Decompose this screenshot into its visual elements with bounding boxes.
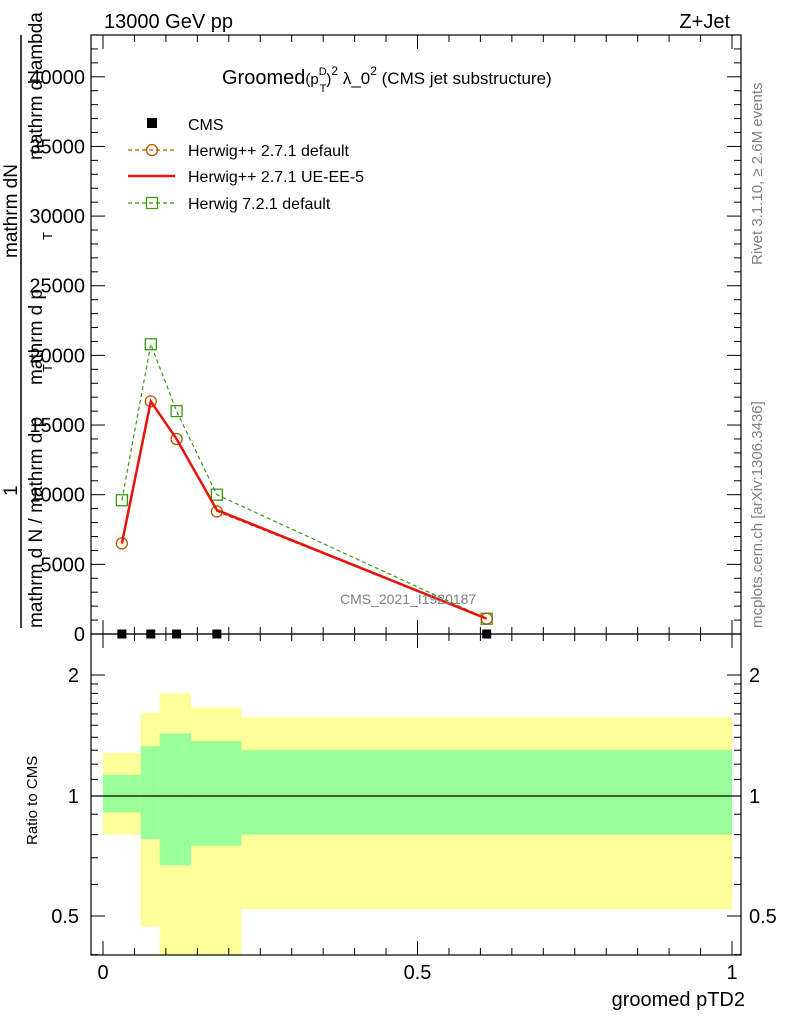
x-tick-label: 0.5: [404, 962, 432, 984]
x-tick-label: 1: [726, 962, 737, 984]
legend-marker-herwig-default: [145, 143, 159, 157]
ratio-y-tick-label: 1: [68, 786, 79, 808]
point-herwig-default-4: [480, 612, 493, 625]
ratio-band-inner-bin-4: [241, 750, 732, 835]
main-y-axis-label: mathrm dN mathrm d lambda mathrm d p T 1…: [1, 12, 55, 628]
legend-label-herwig-ueee5: Herwig++ 2.7.1 UE-EE-5: [188, 169, 364, 186]
series-line-3: [121, 342, 487, 620]
main-axis-ticks: 0 5000 10000 15000 20000 25000 30000 35000 40000: [29, 34, 741, 646]
main-y-tick-label: 10000: [29, 485, 85, 507]
main-y-tick-label: 20000: [29, 345, 85, 367]
point-herwig-default-2: [170, 432, 183, 446]
legend-marker-herwig7: [145, 196, 159, 210]
main-y-tick-label: 25000: [29, 276, 85, 298]
main-y-tick-label: 5000: [41, 554, 86, 576]
main-series: [115, 338, 493, 639]
main-y-tick-label: 15000: [29, 415, 85, 437]
ylabel-sub-t2: T: [40, 364, 55, 372]
legend-label-herwig7: Herwig 7.2.1 default: [188, 196, 331, 213]
ratio-y-tick-label-right: 0.5: [749, 906, 777, 928]
ylabel-lambda: mathrm d lambda: [26, 12, 47, 160]
point-herwig7-0: [115, 494, 129, 507]
legend-marker-cms: [147, 118, 157, 128]
ratio-y-tick-label-right: 1: [749, 786, 760, 808]
point-herwig7-2: [170, 404, 183, 418]
ratio-band-inner-bin-1: [140, 746, 160, 840]
ylabel-one: 1: [1, 485, 22, 496]
x-tick-label: 0: [97, 962, 108, 984]
rivet-label: Rivet 3.1.10, ≥ 2.6M events: [749, 83, 766, 266]
ylabel-denominator: mathrm d N / mathrm d p: [26, 417, 47, 628]
main-y-tick-label: 30000: [29, 206, 85, 228]
process-label: Z+Jet: [679, 11, 730, 33]
series-line-2: [120, 398, 488, 620]
ratio-frame: [90, 633, 742, 956]
ratio-bands: [91, 693, 741, 955]
chart-title: Groomed(pD T)2 λ_02 (CMS jet substructure…: [222, 64, 552, 95]
ratio-y-tick-label-right: 2: [749, 665, 760, 687]
ratio-y-tick-label: 2: [68, 665, 79, 687]
main-y-tick-label: 40000: [29, 67, 85, 89]
ratio-frame-rect: [90, 633, 742, 956]
ylabel-dpt: mathrm d p: [26, 289, 47, 385]
ratio-y-axis-label: Ratio to CMS: [24, 756, 41, 845]
main-y-tick-label: 0: [74, 624, 85, 646]
ylabel-sub-t: T: [40, 232, 55, 240]
mcplots-label: mcplots.cern.ch [arXiv:1306.3436]: [749, 401, 766, 628]
legend-label-cms: CMS: [188, 117, 224, 134]
ratio-band-inner-bin-2: [159, 733, 192, 866]
legend-label-herwig-default: Herwig++ 2.7.1 default: [188, 143, 350, 160]
ratio-band-inner-bin-3: [191, 741, 242, 846]
point-herwig7-1: [144, 338, 157, 351]
ratio-band-inner-bin-0: [103, 774, 141, 813]
ratio-y-tick-label: 0.5: [51, 906, 79, 928]
analysis-watermark: CMS_2021_I1920187: [340, 591, 476, 607]
ylabel-numerator: mathrm dN: [1, 164, 22, 258]
energy-label: 13000 GeV pp: [104, 11, 233, 33]
legend: CMS Herwig++ 2.7.1 default Herwig++ 2.7.…: [128, 117, 364, 213]
point-herwig7-3: [210, 488, 223, 501]
x-axis-label: groomed pTD2: [612, 989, 745, 1011]
ratio-axis-ticks: 0.5 0.5 1 1 2 2 0 0.5 1: [51, 634, 777, 984]
main-y-tick-label: 35000: [29, 136, 85, 158]
